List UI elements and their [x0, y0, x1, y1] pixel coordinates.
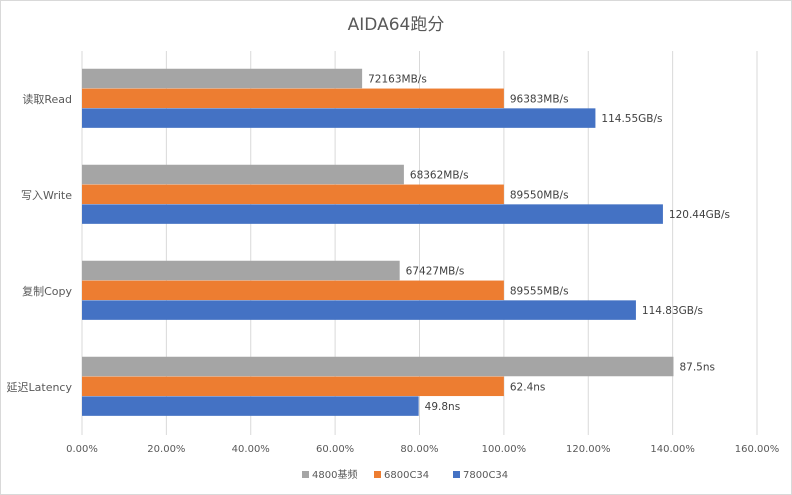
- data-label: 68362MB/s: [410, 170, 469, 182]
- legend-item: 4800基频: [312, 468, 357, 481]
- data-label: 114.55GB/s: [601, 113, 662, 125]
- legend-item: 6800C34: [384, 470, 429, 481]
- data-label: 72163MB/s: [368, 74, 427, 86]
- legend-swatch: [453, 471, 460, 478]
- x-tick-label: 80.00%: [400, 444, 438, 455]
- x-tick-label: 140.00%: [650, 444, 695, 455]
- bar-6800C34: [82, 376, 504, 397]
- category-label: 复制Copy: [22, 284, 72, 298]
- data-label: 89550MB/s: [510, 189, 569, 201]
- data-label: 62.4ns: [510, 381, 546, 393]
- bar-6800C34: [82, 88, 504, 109]
- chart-title: AIDA64跑分: [348, 15, 445, 35]
- bar-7800C34: [82, 396, 419, 416]
- x-tick-label: 20.00%: [147, 444, 185, 455]
- bar-7800C34: [82, 204, 663, 224]
- x-tick-label: 0.00%: [66, 444, 98, 455]
- data-label: 96383MB/s: [510, 93, 569, 105]
- x-tick-label: 100.00%: [482, 444, 527, 455]
- bar-4800基频: [82, 164, 404, 185]
- category-label: 延迟Latency: [7, 381, 73, 394]
- data-label: 89555MB/s: [510, 285, 569, 297]
- bar-4800基频: [82, 260, 400, 281]
- bar-7800C34: [82, 300, 636, 320]
- x-tick-label: 160.00%: [735, 444, 780, 455]
- category-label: 读取Read: [22, 92, 72, 106]
- bar-4800基频: [82, 356, 674, 377]
- data-label: 114.83GB/s: [642, 305, 703, 317]
- data-label: 67427MB/s: [406, 266, 465, 278]
- data-label: 87.5ns: [679, 362, 715, 374]
- bar-6800C34: [82, 280, 504, 301]
- data-label: 120.44GB/s: [669, 209, 730, 221]
- category-label: 写入Write: [21, 189, 72, 202]
- bar-7800C34: [82, 108, 596, 128]
- bar-4800基频: [82, 68, 363, 89]
- legend-swatch: [374, 471, 381, 478]
- x-tick-label: 120.00%: [566, 444, 611, 455]
- x-tick-label: 40.00%: [232, 444, 270, 455]
- legend-swatch: [302, 471, 309, 478]
- legend-item: 7800C34: [463, 470, 508, 481]
- x-tick-label: 60.00%: [316, 444, 354, 455]
- bar-6800C34: [82, 184, 504, 205]
- data-label: 49.8ns: [425, 401, 461, 413]
